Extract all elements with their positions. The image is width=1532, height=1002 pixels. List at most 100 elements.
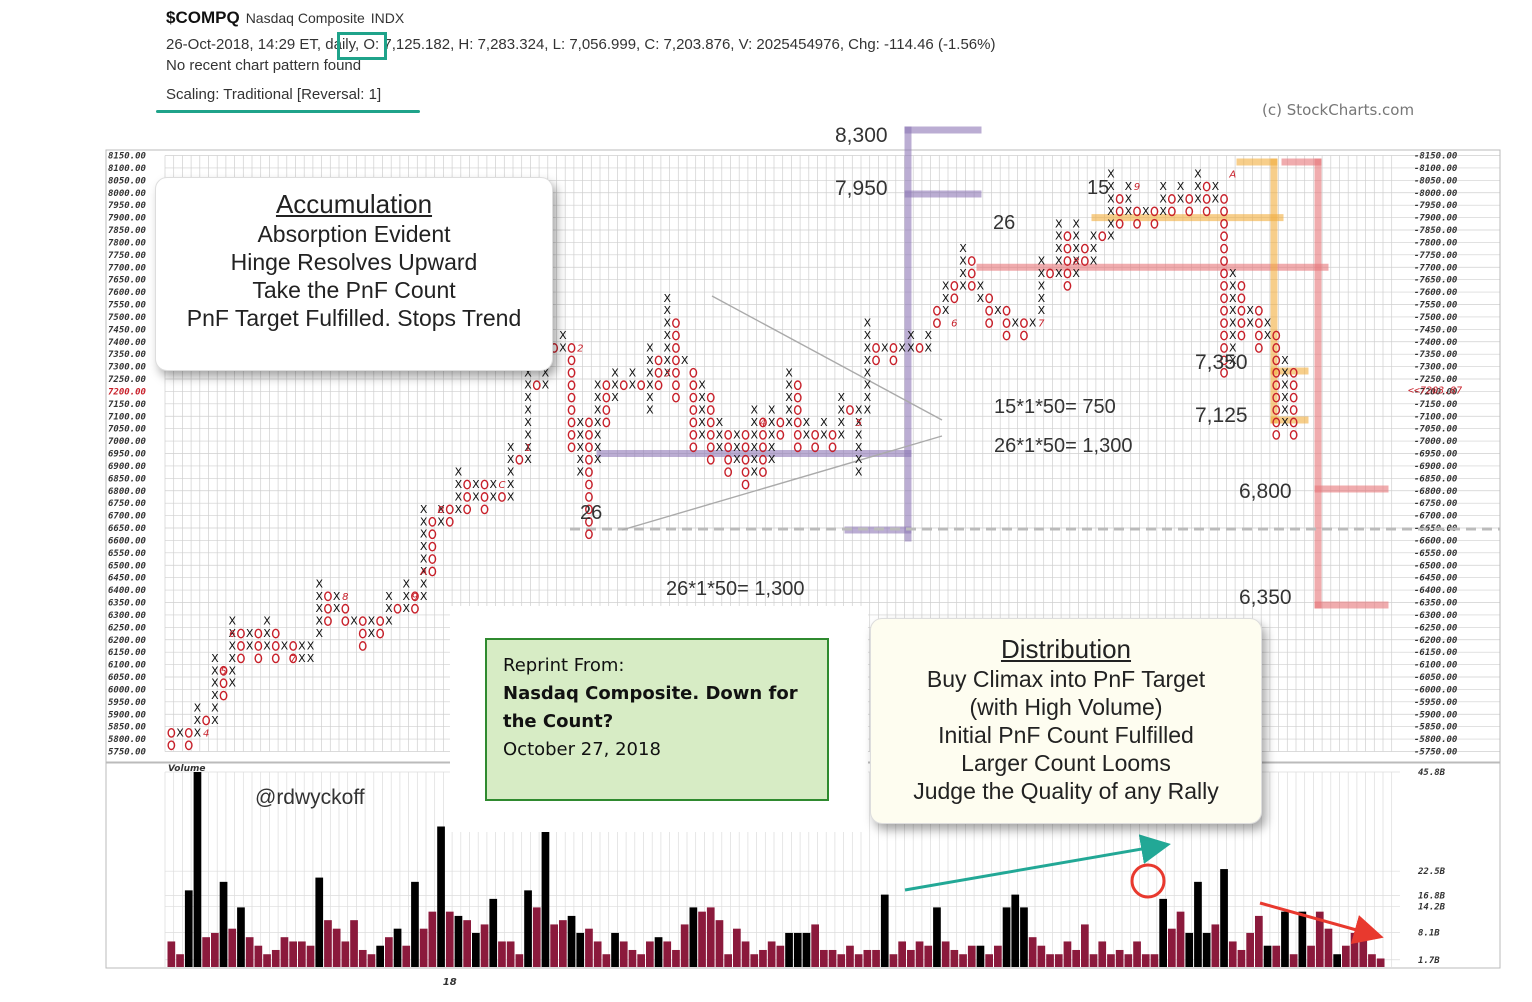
volume-bar — [532, 907, 541, 967]
price-tick-label: -5850.00 — [1414, 723, 1458, 733]
month-marker: 7 — [290, 654, 297, 665]
o-mark — [689, 405, 698, 415]
x-mark: X — [1281, 366, 1289, 379]
o-mark — [1150, 206, 1159, 217]
x-mark: X — [1229, 292, 1237, 305]
volume-bar — [1368, 954, 1376, 967]
o-mark — [689, 380, 698, 391]
o-mark — [463, 504, 472, 515]
x-mark: X — [455, 466, 463, 479]
o-mark — [237, 628, 245, 639]
x-mark: X — [402, 590, 410, 603]
month-marker: 2 — [577, 343, 583, 354]
o-mark — [254, 641, 263, 651]
index-name: Nasdaq Composite — [245, 10, 365, 26]
price-tick-label: -7100.00 — [1414, 412, 1458, 422]
price-tick-label: -8000.00 — [1414, 189, 1458, 199]
o-mark — [445, 516, 454, 527]
o-mark — [1254, 318, 1263, 329]
o-mark — [985, 318, 994, 329]
o-mark — [933, 318, 941, 329]
count-formula: 15*1*50= 750 — [994, 396, 1116, 418]
price-tick-label: -5900.00 — [1414, 710, 1458, 720]
volume-bar — [846, 945, 854, 967]
x-mark: X — [576, 466, 584, 479]
o-mark — [1220, 243, 1228, 254]
volume-bar — [1202, 932, 1211, 967]
x-mark: X — [315, 577, 323, 590]
o-mark — [759, 454, 767, 465]
x-mark: X — [646, 391, 654, 404]
volume-bar — [402, 945, 411, 967]
volume-bar — [724, 954, 732, 967]
x-mark: X — [1125, 180, 1133, 193]
volume-bar — [880, 894, 889, 967]
x-mark: X — [611, 391, 619, 404]
x-mark: X — [176, 726, 184, 739]
o-mark — [445, 504, 454, 515]
o-mark — [515, 454, 524, 465]
x-mark: X — [420, 540, 428, 553]
x-mark: X — [1107, 168, 1115, 181]
x-mark: X — [1090, 255, 1098, 268]
o-mark — [706, 454, 715, 465]
x-mark: X — [1264, 317, 1272, 330]
o-mark — [376, 616, 385, 627]
price-tick-label: 7900.00 — [108, 214, 147, 224]
x-mark: X — [315, 602, 323, 615]
volume-bar — [820, 949, 828, 967]
x-mark: X — [768, 404, 776, 417]
o-mark — [184, 727, 193, 738]
volume-bar — [1185, 932, 1194, 967]
volume-bar — [567, 915, 576, 967]
o-mark — [950, 280, 959, 291]
distribution-line: Larger Count Looms — [961, 750, 1171, 776]
o-mark — [741, 442, 750, 453]
x-mark: X — [820, 428, 828, 441]
o-mark — [1020, 330, 1028, 341]
x-mark: X — [576, 428, 584, 441]
count-formula: 26*1*50= 1,300 — [666, 578, 805, 600]
period-highlight-box — [337, 32, 387, 60]
o-mark — [967, 280, 976, 291]
volume-bar — [689, 907, 698, 967]
x-mark: X — [785, 366, 793, 379]
price-tick-label: 6600.00 — [108, 536, 147, 546]
x-mark: X — [420, 528, 428, 541]
volume-bar — [306, 945, 315, 967]
x-mark: X — [559, 341, 567, 354]
o-mark — [184, 740, 193, 751]
volume-bar — [237, 907, 245, 967]
x-mark: X — [864, 366, 872, 379]
price-tick-label: -6900.00 — [1414, 462, 1458, 472]
x-mark: X — [977, 292, 985, 305]
o-mark — [585, 467, 593, 478]
x-mark: X — [1229, 354, 1237, 367]
o-mark — [1237, 293, 1246, 304]
o-mark — [706, 405, 715, 415]
volume-bar — [872, 949, 880, 967]
volume-bar — [1054, 954, 1063, 967]
price-tick-label: -6800.00 — [1414, 487, 1458, 497]
x-mark: X — [864, 329, 872, 342]
count-label: 26 — [580, 502, 603, 524]
price-tick-label: -7350.00 — [1414, 350, 1458, 360]
volume-tick-label: 14.2B — [1418, 903, 1446, 913]
o-mark — [1002, 330, 1011, 341]
volume-bar — [245, 937, 254, 967]
o-mark — [1115, 194, 1124, 204]
volume-bar — [1298, 911, 1307, 967]
x-mark: X — [211, 689, 219, 702]
volume-bar — [1089, 954, 1098, 967]
o-mark — [585, 516, 593, 527]
distribution-line: Judge the Quality of any Rally — [913, 778, 1219, 804]
o-mark — [672, 343, 680, 353]
volume-bar — [367, 954, 376, 967]
o-mark — [706, 442, 715, 453]
x-mark: X — [194, 714, 202, 727]
volume-bar — [994, 945, 1002, 967]
volume-bar — [176, 954, 184, 967]
volume-tick-label: 1.7B — [1418, 956, 1440, 966]
x-mark: X — [385, 602, 393, 615]
x-mark: X — [768, 453, 776, 466]
